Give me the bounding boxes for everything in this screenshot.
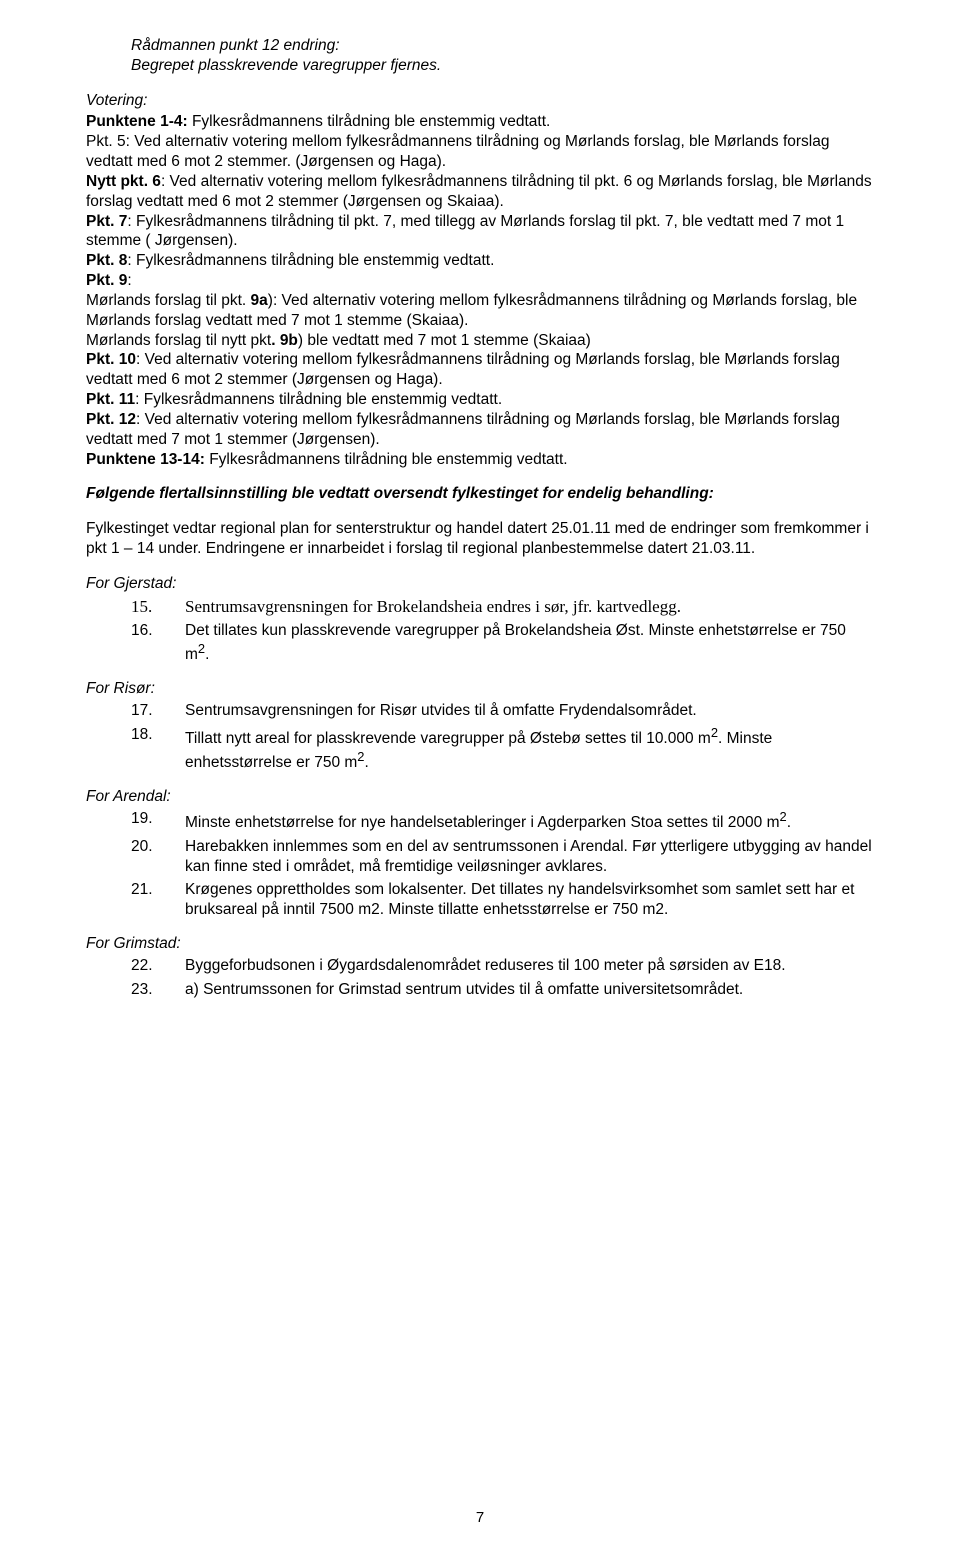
list-num: 22.	[131, 956, 185, 976]
document-page: Rådmannen punkt 12 endring: Begrepet pla…	[0, 0, 960, 1555]
header-line-1: Rådmannen punkt 12 endring:	[131, 36, 874, 56]
header-block: Rådmannen punkt 12 endring: Begrepet pla…	[131, 36, 874, 76]
p10-rest: : Fylkesrådmannens tilrådning ble enstem…	[135, 391, 502, 408]
p6-rest: :	[127, 272, 131, 289]
list-text: Byggeforbudsonen i Øygardsdalenområdet r…	[185, 956, 874, 976]
p1-bold: Punktene 1-4:	[86, 113, 188, 130]
section-gjerstad-label: For Gjerstad:	[86, 574, 874, 594]
list-item: 17. Sentrumsavgrensningen for Risør utvi…	[131, 701, 874, 721]
list-num: 20.	[131, 837, 185, 857]
p1: Punktene 1-4: Fylkesrådmannens tilrådnin…	[86, 112, 874, 132]
list-item: 15. Sentrumsavgrensningen for Brokelands…	[131, 596, 874, 618]
p3-rest: : Ved alternativ votering mellom fylkesr…	[86, 173, 872, 210]
resolution-heading: Følgende flertallsinnstilling ble vedtat…	[86, 484, 874, 504]
list-text: Tillatt nytt areal for plasskrevende var…	[185, 725, 874, 773]
list-num: 23.	[131, 980, 185, 1000]
p7-part1: Mørlands forslag til pkt.	[86, 292, 251, 309]
voting-body: Punktene 1-4: Fylkesrådmannens tilrådnin…	[86, 112, 874, 469]
p9-rest: : Ved alternativ votering mellom fylkesr…	[86, 351, 840, 388]
p12: Punktene 13-14: Fylkesrådmannens tilrådn…	[86, 450, 874, 470]
list-text: Minste enhetstørrelse for nye handelseta…	[185, 809, 874, 833]
section-arendal-label: For Arendal:	[86, 787, 874, 807]
resolution-text: Fylkestinget vedtar regional plan for se…	[86, 519, 874, 559]
p12-rest: Fylkesrådmannens tilrådning ble enstemmi…	[205, 451, 568, 468]
p8-rest: ) ble vedtatt med 7 mot 1 stemme (Skaiaa…	[298, 332, 591, 349]
list-item: 23. a) Sentrumssonen for Grimstad sentru…	[131, 980, 874, 1000]
header-line-2: Begrepet plasskrevende varegrupper fjern…	[131, 56, 874, 76]
p2: Pkt. 5: Ved alternativ votering mellom f…	[86, 132, 874, 172]
p9-bold: Pkt. 10	[86, 351, 136, 368]
list-item: 19. Minste enhetstørrelse for nye handel…	[131, 809, 874, 833]
p4-bold: Pkt. 7	[86, 213, 127, 230]
list-text: Krøgenes opprettholdes som lokalsenter. …	[185, 880, 874, 920]
page-number: 7	[0, 1508, 960, 1527]
p6: Pkt. 9:	[86, 271, 874, 291]
p8: Mørlands forslag til nytt pkt. 9b) ble v…	[86, 331, 874, 351]
section-risor-label: For Risør:	[86, 679, 874, 699]
list-item: 22. Byggeforbudsonen i Øygardsdalenområd…	[131, 956, 874, 976]
p8-bold: . 9b	[271, 332, 298, 349]
p5-rest: : Fylkesrådmannens tilrådning ble enstem…	[127, 252, 494, 269]
p11: Pkt. 12: Ved alternativ votering mellom …	[86, 410, 874, 450]
p8-part1: Mørlands forslag til nytt pkt	[86, 332, 271, 349]
list-item: 16. Det tillates kun plasskrevende vareg…	[131, 621, 874, 665]
p10-bold: Pkt. 11	[86, 391, 135, 408]
list-num: 19.	[131, 809, 185, 829]
p11-rest: : Ved alternativ votering mellom fylkesr…	[86, 411, 840, 448]
list-text: Det tillates kun plasskrevende varegrupp…	[185, 621, 874, 665]
list-item: 21. Krøgenes opprettholdes som lokalsent…	[131, 880, 874, 920]
list-text: Harebakken innlemmes som en del av sentr…	[185, 837, 874, 877]
p7-bold: 9a	[251, 292, 268, 309]
p5-bold: Pkt. 8	[86, 252, 127, 269]
p4: Pkt. 7: Fylkesrådmannens tilrådning til …	[86, 212, 874, 252]
list-num: 16.	[131, 621, 185, 641]
p9: Pkt. 10: Ved alternativ votering mellom …	[86, 350, 874, 390]
p3-bold: Nytt pkt. 6	[86, 173, 161, 190]
p11-bold: Pkt. 12	[86, 411, 136, 428]
list-num: 21.	[131, 880, 185, 900]
list-num: 15.	[131, 596, 185, 618]
list-num: 17.	[131, 701, 185, 721]
p5: Pkt. 8: Fylkesrådmannens tilrådning ble …	[86, 251, 874, 271]
list-num: 18.	[131, 725, 185, 745]
p3: Nytt pkt. 6: Ved alternativ votering mel…	[86, 172, 874, 212]
p12-bold: Punktene 13-14:	[86, 451, 205, 468]
p1-rest: Fylkesrådmannens tilrådning ble enstemmi…	[188, 113, 551, 130]
list-item: 20. Harebakken innlemmes som en del av s…	[131, 837, 874, 877]
p4-rest: : Fylkesrådmannens tilrådning til pkt. 7…	[86, 213, 844, 250]
p10: Pkt. 11: Fylkesrådmannens tilrådning ble…	[86, 390, 874, 410]
list-text: Sentrumsavgrensningen for Risør utvides …	[185, 701, 874, 721]
p6-bold: Pkt. 9	[86, 272, 127, 289]
p7: Mørlands forslag til pkt. 9a): Ved alter…	[86, 291, 874, 331]
list-text: a) Sentrumssonen for Grimstad sentrum ut…	[185, 980, 874, 1000]
list-item: 18. Tillatt nytt areal for plasskrevende…	[131, 725, 874, 773]
votering-label: Votering:	[86, 91, 874, 111]
list-text: Sentrumsavgrensningen for Brokelandsheia…	[185, 596, 874, 618]
section-grimstad-label: For Grimstad:	[86, 934, 874, 954]
